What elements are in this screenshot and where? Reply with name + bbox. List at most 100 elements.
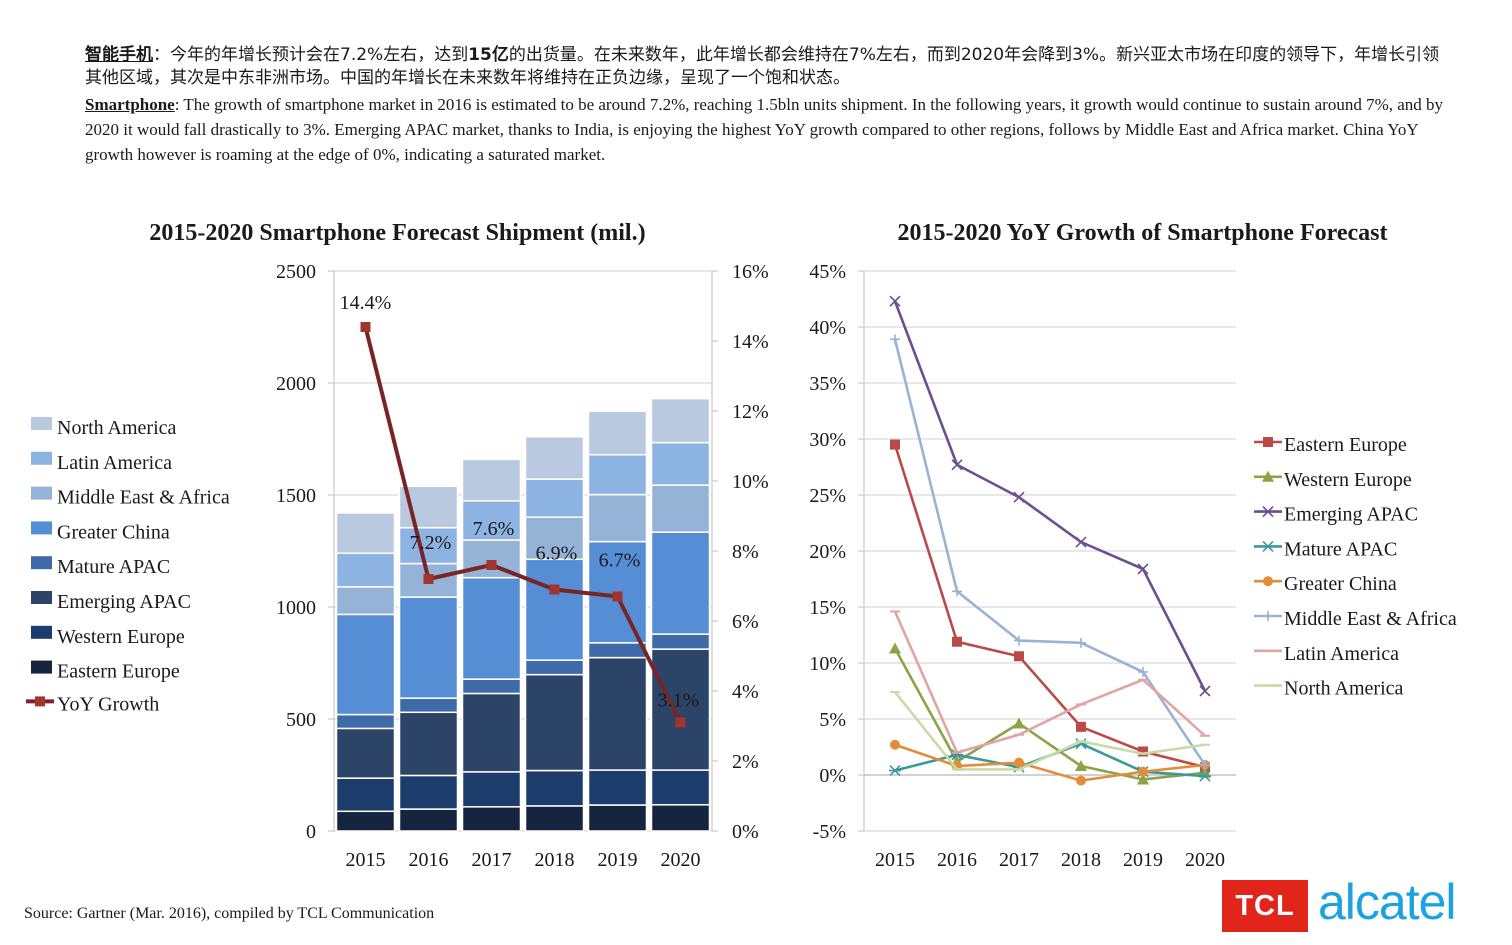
intro-zh-highlight: 15亿	[468, 45, 509, 65]
y2-tick-label: 6%	[732, 611, 759, 633]
legend-label: Emerging APAC	[57, 591, 191, 613]
legend-label: Eastern Europe	[1284, 434, 1407, 456]
legend-label: YoY Growth	[57, 693, 159, 715]
bar-segment	[335, 512, 396, 554]
series-point	[1200, 759, 1210, 770]
bar-segment	[524, 673, 585, 772]
legend-swatch	[31, 660, 52, 674]
intro-en-text: : The growth of smartphone market in 201…	[85, 95, 1444, 164]
bar-segment	[650, 531, 711, 635]
yoy-data-label: 14.4%	[340, 292, 392, 314]
tcl-alcatel-logo: TCL alcatel	[1222, 874, 1484, 932]
x-tick-label: 2020	[1185, 849, 1225, 871]
series-point	[890, 439, 900, 450]
yoy-data-label: 3.1%	[658, 690, 700, 712]
series-point	[1014, 757, 1024, 768]
series-point	[1075, 536, 1087, 548]
bar-segment	[398, 596, 459, 699]
bar-segment	[524, 436, 585, 480]
legend-marker	[1263, 611, 1273, 621]
yoy-data-label: 6.9%	[536, 543, 578, 565]
yoy-growth-line	[363, 326, 683, 724]
y2-tick-label: 4%	[732, 681, 759, 703]
series-point	[1137, 773, 1149, 785]
y-tick-label: 40%	[809, 317, 846, 339]
legend-label: Latin America	[57, 452, 172, 474]
legend-marker	[1263, 576, 1273, 587]
intro-zh-label: 智能手机	[85, 45, 153, 65]
legend-label: Mature APAC	[57, 556, 170, 578]
intro-chinese: 智能手机：今年的年增长预计会在7.2%左右，达到15亿的出货量。在未来数年，此年…	[85, 44, 1455, 90]
series-point	[1014, 651, 1024, 662]
y-tick-label: 0	[306, 821, 316, 843]
bar-segment	[587, 656, 648, 771]
bar-segment	[335, 727, 396, 779]
bar-segment	[461, 678, 522, 695]
bar-segment	[650, 804, 711, 832]
x-tick-label: 2017	[472, 849, 512, 871]
bar-segment	[650, 769, 711, 806]
legend-swatch	[31, 417, 52, 430]
source-note: Source: Gartner (Mar. 2016), compiled by…	[24, 905, 435, 922]
intro-text: 智能手机：今年的年增长预计会在7.2%左右，达到15亿的出货量。在未来数年，此年…	[85, 44, 1455, 167]
legend-label: Western Europe	[57, 626, 185, 648]
x-tick-label: 2020	[661, 849, 701, 871]
series-point	[1014, 635, 1024, 646]
series-point	[1138, 766, 1148, 777]
series-line	[893, 610, 1206, 755]
y-tick-label: 500	[286, 709, 316, 731]
x-tick-label: 2015	[346, 849, 386, 871]
x-tick-label: 2015	[875, 849, 915, 871]
y-tick-label: 0%	[819, 765, 846, 787]
bar-segment	[650, 441, 711, 486]
bar-segment	[398, 711, 459, 777]
yoy-point	[549, 584, 560, 595]
bar-segment	[335, 586, 396, 616]
bar-segment	[524, 516, 585, 561]
bar-segment	[461, 806, 522, 832]
legend-label: Latin America	[1284, 643, 1399, 665]
series-point	[1199, 685, 1211, 697]
legend-swatch	[31, 591, 52, 604]
legend-label: North America	[1284, 678, 1404, 700]
legend-swatch	[31, 625, 52, 639]
series-point	[890, 739, 900, 750]
x-tick-label: 2018	[535, 849, 575, 871]
yoy-data-label: 7.2%	[410, 532, 452, 554]
yoy-point	[612, 591, 623, 602]
y2-tick-label: 8%	[732, 541, 759, 563]
intro-en-label: Smartphone	[85, 95, 175, 114]
bar-segment	[524, 478, 585, 518]
legend-swatch	[31, 451, 52, 465]
yoy-point	[486, 560, 497, 570]
bar-segment	[524, 558, 585, 661]
series-point	[1076, 721, 1086, 732]
series-point	[889, 642, 901, 654]
series-point	[952, 636, 962, 647]
series-point	[890, 334, 900, 345]
series-point	[1138, 666, 1148, 677]
bar-segment	[398, 774, 459, 810]
y-tick-label: 2000	[276, 373, 316, 395]
y-tick-label: -5%	[813, 821, 846, 843]
y2-tick-label: 0%	[732, 821, 759, 843]
yoy-point	[675, 717, 686, 728]
bar-segment	[524, 659, 585, 676]
bar-segment	[335, 613, 396, 716]
bar-segment	[335, 777, 396, 813]
y-tick-label: 2500	[276, 261, 316, 283]
intro-zh-part1: ：今年的年增长预计会在7.2%左右，达到	[153, 45, 469, 65]
x-tick-label: 2016	[409, 849, 449, 871]
yoy-data-label: 7.6%	[473, 518, 515, 540]
chart1-title: 2015-2020 Smartphone Forecast Shipment (…	[149, 220, 646, 246]
series-line	[893, 647, 1206, 781]
tcl-logo: TCL	[1222, 880, 1308, 932]
intro-english: Smartphone: The growth of smartphone mar…	[85, 92, 1455, 167]
y-tick-label: 10%	[809, 653, 846, 675]
series-line	[894, 743, 1206, 782]
bar-segment	[524, 805, 585, 832]
series-point	[1075, 760, 1087, 772]
legend-label: Mature APAC	[1284, 538, 1397, 560]
series-point	[1076, 637, 1086, 648]
series-point	[889, 764, 901, 777]
